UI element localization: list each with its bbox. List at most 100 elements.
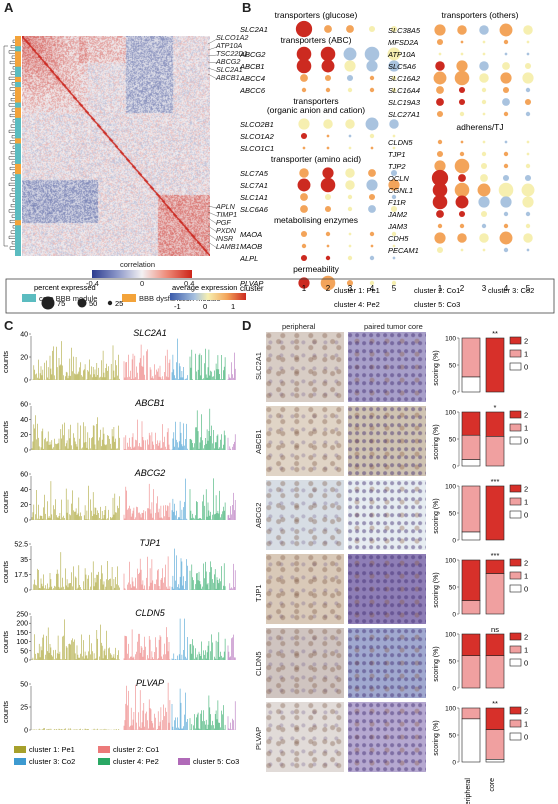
bar-panel-tick: 60 — [20, 472, 28, 479]
expression-dot — [460, 52, 464, 56]
cluster-name: cluster 4: Pe2 — [334, 300, 380, 309]
expression-dot — [521, 183, 535, 197]
size-legend-dot — [77, 298, 87, 308]
scoring-segment — [485, 758, 505, 763]
dotplot-gene-label: PECAM1 — [388, 246, 419, 255]
panel-label-b: B — [242, 0, 252, 15]
expression-dot — [503, 151, 509, 157]
dotplot-gene-label: SLC6A6 — [240, 205, 269, 214]
expression-dot — [523, 233, 533, 243]
module-legend-swatch — [122, 294, 136, 302]
dotplot-gene-label: JAM2 — [387, 210, 408, 219]
score-legend-label: 0 — [524, 437, 528, 446]
bar-panel-tick: 40 — [20, 487, 28, 494]
score-legend-label: 0 — [524, 659, 528, 668]
expression-dot — [344, 60, 356, 72]
scoring-tick: 50 — [449, 363, 457, 370]
expression-dot — [325, 231, 331, 237]
expression-dot — [347, 87, 353, 93]
scoring-segment — [461, 707, 481, 720]
expression-dot — [481, 99, 487, 105]
expression-dot — [502, 86, 510, 94]
scoring-segment — [461, 337, 481, 378]
expression-dot — [481, 151, 487, 157]
bar-series — [189, 632, 226, 660]
bar-panel-tick: 100 — [16, 639, 28, 646]
expression-dot — [348, 244, 352, 248]
expression-dot — [388, 179, 400, 191]
module-strip-segment — [15, 153, 21, 160]
expression-dot — [390, 25, 398, 33]
cluster-number: 5 — [392, 284, 397, 293]
expression-dot — [368, 169, 376, 177]
heatmap-bottom-genes: APLN TIMP1 PGF PXDN INSR LAMB1 — [216, 203, 240, 251]
expression-dot — [479, 233, 489, 243]
module-strip-segment — [15, 66, 21, 73]
bar-series — [189, 561, 226, 590]
expression-dot — [391, 194, 397, 200]
bar-series — [189, 695, 226, 730]
scoring-segment — [461, 411, 481, 436]
scoring-segment — [461, 434, 481, 460]
ihc-row-label: ABCB1 — [254, 429, 263, 454]
expression-dot — [438, 52, 442, 56]
significance-label: ns — [491, 626, 499, 634]
expression-dot — [460, 248, 464, 252]
scoring-tick: 0 — [452, 538, 456, 545]
bar-panel-tick: 0 — [24, 588, 28, 595]
module-strip-segment — [15, 215, 21, 221]
scoring-bar-chart: scoring (%) 0 50 100 * 2 1 0 — [433, 404, 528, 471]
dotplot-gene-label: CLDN5 — [388, 138, 413, 147]
scoring-segment — [461, 655, 481, 689]
dotplot-gene-label: SLC7A1 — [240, 181, 268, 190]
color-legend-title: average expression — [172, 283, 237, 292]
expression-dot — [437, 223, 443, 229]
score-legend-swatch — [509, 510, 522, 519]
expression-dot — [455, 195, 469, 209]
expression-dot — [479, 25, 489, 35]
dotplot-gene-label: F11R — [388, 198, 406, 207]
expression-dot — [460, 140, 464, 144]
bar-panel-tick: 50 — [20, 648, 28, 655]
expression-dot — [504, 140, 508, 144]
expression-dot — [523, 25, 533, 35]
ihc-row-label: SLC2A1 — [254, 352, 263, 380]
expression-dot — [346, 25, 354, 33]
bar-panel-gene: SLC2A1 — [133, 328, 167, 338]
module-legend-label: core BBB module — [39, 294, 98, 303]
significance-label: *** — [491, 552, 500, 560]
bar-panel-tick: 40 — [20, 417, 28, 424]
module-strip-segment — [15, 209, 21, 216]
scoring-tick: 0 — [452, 760, 456, 767]
expression-dot — [480, 174, 488, 182]
expression-dot — [525, 87, 531, 93]
ihc-image-core — [348, 480, 426, 550]
expression-dot — [459, 223, 465, 229]
score-legend-label: 2 — [524, 633, 528, 642]
bar-legend-label: cluster 4: Pe2 — [113, 757, 159, 766]
bar-series — [227, 701, 236, 730]
scoring-segment — [461, 459, 481, 467]
scoring-bar-chart: scoring (%) 0 50 100 ** 2 1 0 — [433, 700, 528, 767]
module-strip-segment — [15, 97, 21, 103]
score-legend-label: 1 — [524, 350, 528, 359]
module-strip — [15, 36, 21, 257]
heatmap-gene-label: TIMP1 — [216, 210, 238, 219]
module-strip-segment — [15, 112, 21, 119]
scoring-bar-chart: scoring (%) 0 50 100 ** 2 1 0 — [433, 330, 528, 397]
score-legend-swatch — [509, 632, 522, 641]
dotplot-group-title: adherens/TJ — [456, 122, 503, 132]
expression-dot — [347, 255, 353, 261]
module-strip-segment — [15, 71, 21, 78]
expression-dot — [391, 75, 397, 81]
bar-panel-tick: 0 — [24, 518, 28, 525]
expression-dot — [301, 243, 307, 249]
dotplot-group-title: permeability — [293, 264, 340, 274]
expression-dot — [300, 254, 308, 262]
bar-legend-swatch — [14, 746, 26, 753]
expression-dot — [345, 119, 355, 129]
scoring-segment — [461, 531, 481, 541]
ihc-image-peripheral — [266, 406, 344, 476]
heatmap-gene-label: ATP10A — [216, 41, 243, 50]
expression-dot — [432, 182, 448, 198]
